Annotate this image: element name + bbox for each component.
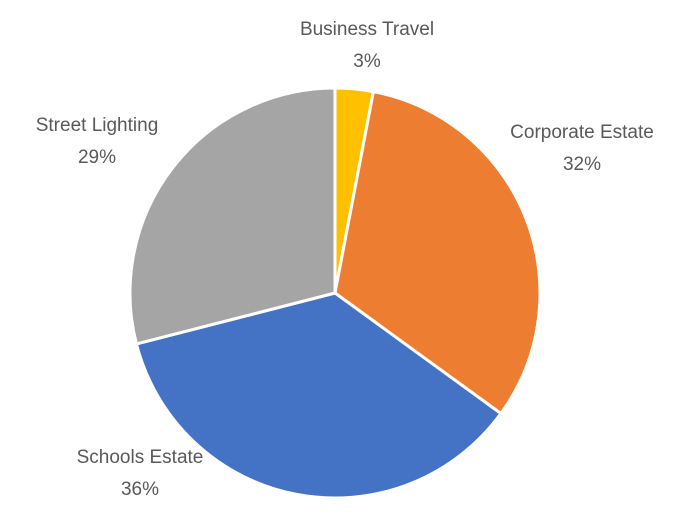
value-label: 3% (353, 51, 381, 72)
category-label: Street Lighting (36, 115, 159, 136)
value-label: 36% (121, 479, 159, 500)
pie-slice (134, 291, 503, 500)
category-label: Business Travel (300, 19, 434, 40)
value-label: 29% (78, 147, 116, 168)
value-label: 32% (563, 154, 601, 175)
pie-slice (333, 89, 542, 416)
category-label: Corporate Estate (510, 122, 654, 143)
pie-slice (128, 86, 337, 346)
category-label: Schools Estate (77, 447, 204, 468)
